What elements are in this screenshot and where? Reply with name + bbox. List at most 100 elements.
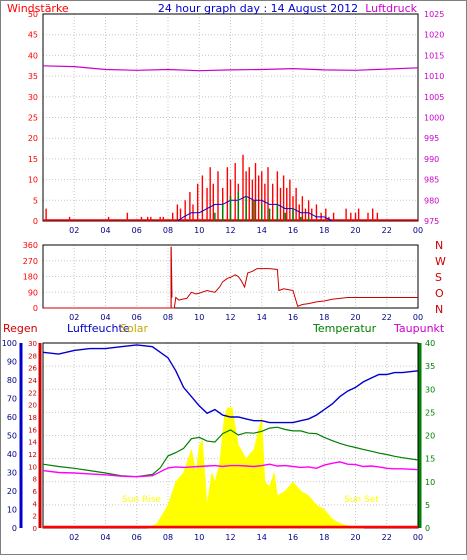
direction-x-tick-label: 10: [194, 313, 204, 322]
solar-area: [147, 407, 364, 529]
wind-y-tick-label: 30: [28, 93, 38, 102]
direction-label-o: O: [435, 287, 444, 300]
humidity-y-tick-label: 28: [28, 352, 37, 360]
humidity-label: Luftfeuchte: [67, 322, 130, 335]
humidity-y-tick-label: 10: [28, 463, 37, 471]
labels: 0510152025303540455097598098599099510001…: [2, 10, 445, 542]
solar-label: Solar: [120, 322, 149, 335]
rain-y-tick-label: 60: [7, 413, 17, 422]
climate-x-tick-label: 12: [225, 533, 235, 542]
wind-direction-line: [43, 268, 418, 309]
rain-y-tick-label: 50: [7, 432, 17, 441]
temperature-y-tick-label: 5: [425, 501, 430, 510]
wind-y-tick-label: 45: [28, 31, 38, 40]
climate-x-tick-label: 02: [69, 533, 79, 542]
humidity-y-tick-label: 22: [28, 389, 37, 397]
rain-y-tick-label: 20: [7, 487, 17, 496]
direction-x-tick-label: 14: [257, 313, 267, 322]
climate-x-tick-label: 10: [194, 533, 204, 542]
wind-x-tick-label: 18: [319, 226, 329, 235]
climate-x-tick-label: 16: [288, 533, 298, 542]
pressure-label: Luftdruck: [365, 2, 417, 15]
wind-y-tick-label: 20: [28, 134, 38, 143]
temperature-y-tick-label: 35: [425, 362, 435, 371]
humidity-y-tick-label: 14: [28, 439, 37, 447]
humidity-y-tick-label: 24: [28, 377, 37, 385]
axes: [19, 343, 422, 528]
humidity-y-tick-label: 26: [28, 365, 37, 373]
humidity-line: [42, 344, 419, 424]
wind-label: Windstärke: [7, 2, 69, 15]
wind-y-tick-label: 10: [28, 176, 38, 185]
climate-x-tick-label: 20: [350, 533, 360, 542]
temperature-y-tick-label: 10: [425, 478, 435, 487]
wind-x-tick-label: 20: [350, 226, 360, 235]
pressure-y-tick-label: 1025: [424, 10, 444, 19]
wind-x-tick-label: 06: [132, 226, 142, 235]
rain-y-tick-label: 30: [7, 469, 17, 478]
pressure-y-tick-label: 1010: [424, 72, 444, 81]
humidity-y-tick-label: 30: [28, 340, 37, 348]
direction-y-tick-label: 0: [33, 304, 38, 313]
pressure-y-tick-label: 990: [424, 155, 439, 164]
rain-y-tick-label: 10: [7, 506, 17, 515]
humidity-y-tick-label: 8: [33, 476, 37, 484]
temperature-y-tick-label: 25: [425, 408, 435, 417]
direction-x-tick-label: 00: [413, 313, 423, 322]
wind-y-tick-label: 50: [28, 10, 38, 19]
series: [42, 65, 419, 529]
direction-x-tick-label: 18: [319, 313, 329, 322]
wind-y-tick-label: 35: [28, 72, 38, 81]
wind-x-tick-label: 08: [163, 226, 173, 235]
humidity-y-tick-label: 12: [28, 451, 37, 459]
dewpoint-label: Taupunkt: [393, 322, 445, 335]
rain-y-tick-label: 0: [12, 524, 17, 533]
wind-x-tick-label: 02: [69, 226, 79, 235]
grid: [43, 14, 419, 528]
pressure-y-tick-label: 1020: [424, 31, 444, 40]
wind-x-tick-label: 10: [194, 226, 204, 235]
direction-y-tick-label: 90: [28, 288, 38, 297]
temperature-y-tick-label: 40: [425, 339, 435, 348]
pressure-y-tick-label: 980: [424, 196, 439, 205]
rain-y-tick-label: 90: [7, 358, 17, 367]
wind-y-tick-label: 0: [33, 217, 38, 226]
pressure-y-tick-label: 1000: [424, 114, 444, 123]
pressure-y-tick-label: 1005: [424, 93, 444, 102]
direction-x-tick-label: 02: [69, 313, 79, 322]
wind-x-tick-label: 16: [288, 226, 298, 235]
climate-x-tick-label: 04: [100, 533, 110, 542]
temperature-y-tick-label: 30: [425, 385, 435, 394]
direction-x-tick-label: 12: [225, 313, 235, 322]
pressure-y-tick-label: 985: [424, 176, 439, 185]
direction-panel-frame: [42, 244, 419, 309]
wind-x-tick-label: 00: [413, 226, 423, 235]
humidity-y-tick-label: 4: [33, 500, 38, 508]
direction-y-tick-label: 270: [23, 257, 38, 266]
humidity-y-tick-label: 2: [33, 513, 37, 521]
direction-x-tick-label: 22: [382, 313, 392, 322]
climate-x-tick-label: 18: [319, 533, 329, 542]
humidity-y-tick-label: 0: [33, 525, 37, 533]
climate-x-tick-label: 22: [382, 533, 392, 542]
rain-y-tick-label: 40: [7, 450, 17, 459]
pressure-y-tick-label: 1015: [424, 51, 444, 60]
pressure-line: [42, 65, 419, 72]
rain-label: Regen: [3, 322, 38, 335]
climate-x-tick-label: 14: [257, 533, 267, 542]
sunset-label: Sun Set: [344, 495, 379, 505]
wind-y-tick-label: 25: [28, 114, 38, 123]
pressure-y-tick-label: 995: [424, 134, 439, 143]
direction-x-tick-label: 16: [288, 313, 298, 322]
rain-y-tick-label: 70: [7, 395, 17, 404]
humidity-y-tick-label: 16: [28, 426, 37, 434]
direction-y-tick-label: 180: [23, 273, 38, 282]
wind-x-tick-label: 14: [257, 226, 267, 235]
rain-y-tick-label: 100: [2, 339, 17, 348]
direction-y-tick-label: 360: [23, 241, 38, 250]
direction-label-s: S: [435, 271, 442, 284]
wind-y-tick-label: 15: [28, 155, 38, 164]
climate-x-tick-label: 00: [413, 533, 423, 542]
